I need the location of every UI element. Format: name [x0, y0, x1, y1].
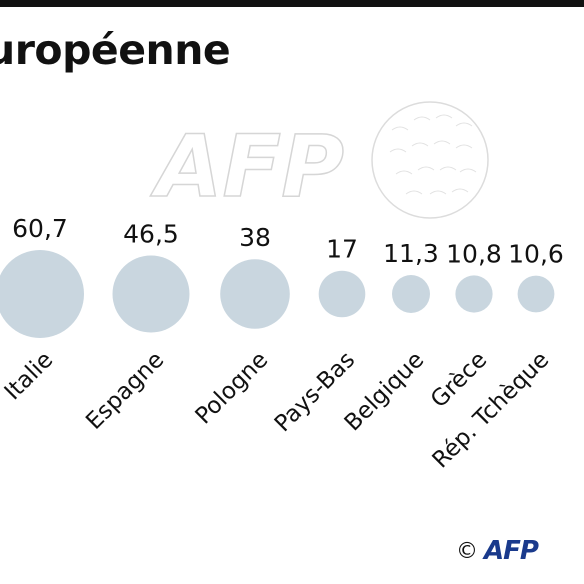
value-label-grece: 10,8 — [446, 239, 502, 268]
chart-title: uropéenne — [0, 26, 231, 74]
afp-logo: AFP — [484, 536, 539, 566]
top-bar — [0, 0, 584, 7]
value-label-belgique: 11,3 — [383, 239, 439, 268]
credit: © AFP — [456, 536, 539, 566]
bubble-italie — [0, 250, 84, 338]
bubble-pologne — [220, 259, 290, 329]
value-label-pologne: 38 — [239, 223, 271, 252]
value-label-espagne: 46,5 — [123, 219, 179, 248]
category-label-espagne: Espagne — [81, 347, 169, 435]
watermark-ball-icon — [371, 101, 489, 219]
category-label-pologne: Pologne — [191, 347, 274, 430]
bubble-espagne — [112, 255, 190, 333]
category-label-italie: Italie — [0, 347, 58, 406]
bubble-grece — [455, 275, 493, 313]
watermark-text: AFP — [150, 117, 344, 217]
bubble-rep-tcheque — [517, 275, 555, 313]
copyright-symbol: © — [456, 538, 478, 564]
value-label-italie: 60,7 — [12, 214, 68, 243]
value-label-rep-tcheque: 10,6 — [508, 240, 564, 269]
bubble-pays-bas — [318, 270, 366, 318]
value-label-pays-bas: 17 — [326, 235, 358, 264]
bubble-belgique — [392, 275, 430, 313]
